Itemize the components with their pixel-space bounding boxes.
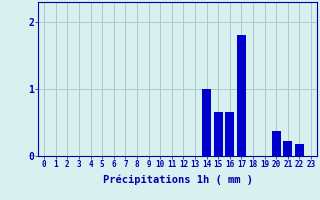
Bar (225, 112, 235, 156)
Bar (272, 131, 281, 156)
Bar (283, 141, 292, 156)
X-axis label: Précipitations 1h ( mm ): Précipitations 1h ( mm ) (103, 175, 252, 185)
Bar (213, 112, 223, 156)
Bar (202, 89, 211, 156)
Bar (295, 144, 304, 156)
Bar (237, 35, 246, 156)
